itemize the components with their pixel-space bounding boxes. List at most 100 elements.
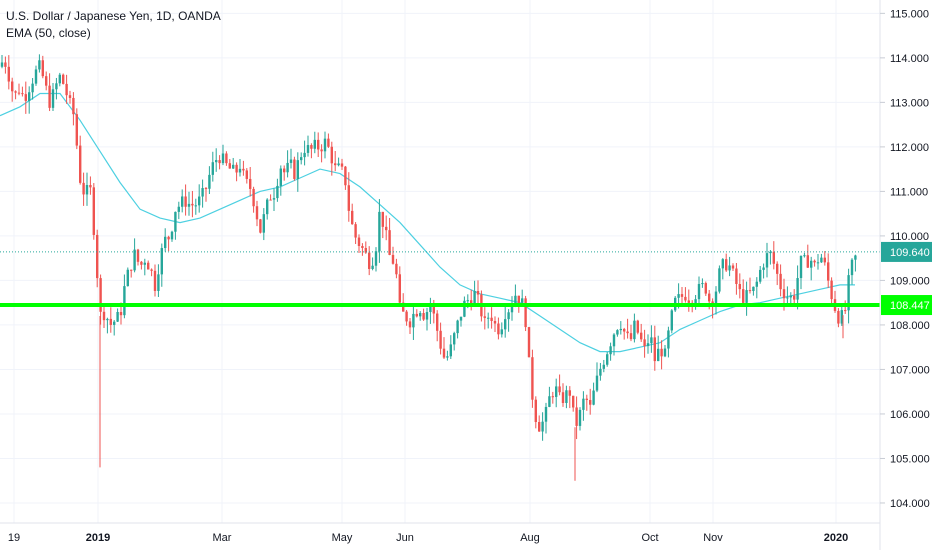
candle-body — [225, 153, 228, 164]
candle-body — [565, 390, 568, 403]
candle-body — [11, 81, 14, 92]
candle-body — [79, 145, 82, 183]
candle-body — [58, 74, 61, 84]
candle-body — [266, 199, 269, 215]
candle-body — [82, 182, 85, 195]
candle-body — [283, 168, 286, 173]
candle-body — [381, 211, 384, 227]
candle-body — [116, 311, 119, 322]
candle-body — [657, 348, 660, 362]
x-tick-label: May — [332, 532, 353, 544]
candle-body — [262, 214, 265, 233]
candle-body — [813, 260, 816, 263]
y-tick-label: 114.000 — [890, 53, 929, 65]
candle-body — [395, 263, 398, 275]
candle-body — [728, 265, 731, 271]
candle-body — [405, 311, 408, 322]
candle-body — [759, 269, 762, 282]
candle-body — [102, 311, 106, 321]
candle-body — [708, 293, 711, 302]
candle-body — [541, 421, 544, 432]
candle-body — [371, 265, 374, 269]
candle-body — [765, 253, 769, 268]
candle-body — [742, 289, 745, 303]
candle-body — [483, 316, 486, 318]
candle-body — [589, 399, 592, 405]
candle-body — [667, 330, 670, 349]
candle-body — [14, 91, 17, 93]
candle-body — [99, 278, 102, 312]
candle-body — [510, 305, 514, 313]
candle-body — [493, 320, 497, 324]
candle-body — [327, 138, 330, 147]
candle-body — [0, 62, 4, 67]
candle-body — [75, 114, 78, 146]
candle-body — [599, 368, 602, 376]
candle-body — [269, 199, 272, 201]
candle-body — [147, 262, 150, 270]
candle-body — [487, 317, 490, 319]
y-tick-label: 105.000 — [890, 453, 930, 465]
y-tick-label: 113.000 — [890, 97, 929, 109]
candle-body — [446, 356, 449, 358]
candle-body — [725, 259, 728, 271]
candle-body — [289, 159, 293, 163]
candle-body — [432, 304, 435, 314]
candle-body — [41, 60, 44, 77]
candle-body — [388, 230, 391, 255]
candle-body — [232, 164, 235, 169]
candle-body — [449, 344, 452, 357]
candle-body — [408, 321, 412, 328]
candle-body — [272, 198, 276, 200]
candle-body — [803, 255, 806, 257]
candle-body — [24, 94, 27, 101]
candle-body — [286, 162, 289, 173]
candle-body — [415, 313, 418, 317]
candle-body — [497, 323, 500, 335]
candle-body — [527, 327, 531, 358]
candle-body — [629, 333, 633, 340]
candle-body — [133, 249, 136, 271]
candle-body — [786, 297, 789, 299]
candle-body — [92, 187, 95, 235]
candle-body — [653, 337, 656, 362]
candle-body — [34, 69, 38, 84]
x-tick-label: Oct — [641, 532, 658, 544]
candle-body — [837, 310, 840, 324]
candle-body — [419, 313, 422, 317]
x-tick-label: Jun — [396, 532, 414, 544]
candle-body — [592, 390, 595, 405]
candle-body — [296, 160, 299, 179]
candle-body — [827, 262, 830, 281]
candle-body — [684, 296, 687, 301]
candle-body — [252, 188, 255, 207]
candle-body — [626, 331, 629, 334]
candle-body — [442, 348, 446, 358]
candle-body — [555, 386, 558, 397]
candle-body — [184, 196, 187, 207]
y-tick-label: 111.000 — [890, 186, 928, 198]
candle-body — [473, 290, 476, 305]
candle-body — [31, 83, 34, 93]
candle-body — [531, 357, 534, 400]
candle-body — [609, 346, 612, 355]
candle-body — [249, 178, 252, 189]
candle-body — [113, 321, 116, 325]
candle-body — [126, 269, 129, 287]
candle-body — [38, 60, 41, 70]
candle-body — [17, 92, 21, 94]
candle-body — [62, 74, 65, 84]
candle-body — [215, 160, 218, 163]
candle-body — [337, 163, 340, 166]
candle-body — [436, 313, 439, 331]
candle-body — [738, 284, 741, 290]
candle-body — [735, 268, 738, 285]
x-tick-label: Aug — [520, 532, 540, 544]
candle-body — [123, 286, 126, 316]
candle-body — [293, 159, 296, 179]
candle-body — [514, 295, 517, 306]
chart-legend: U.S. Dollar / Japanese Yen, 1D, OANDA EM… — [6, 8, 221, 42]
candle-body — [612, 334, 616, 347]
